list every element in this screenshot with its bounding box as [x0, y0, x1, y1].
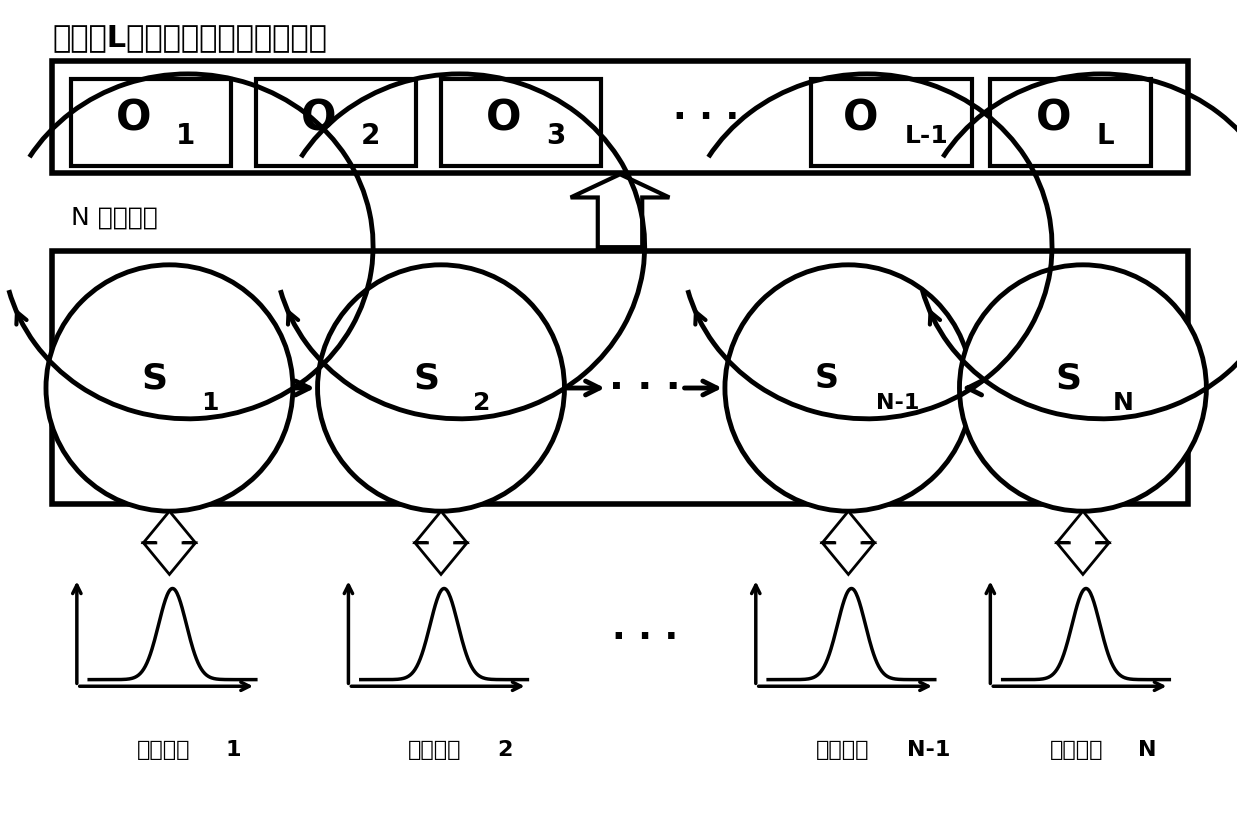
Text: 2: 2 [497, 740, 513, 760]
Polygon shape [1056, 511, 1109, 575]
Polygon shape [822, 511, 874, 575]
Ellipse shape [317, 265, 564, 511]
FancyBboxPatch shape [71, 79, 231, 166]
Text: N: N [1138, 740, 1157, 760]
Polygon shape [415, 511, 467, 575]
Text: 正态分布: 正态分布 [408, 740, 461, 760]
Polygon shape [144, 511, 196, 575]
Text: N: N [1114, 391, 1135, 415]
Text: O: O [301, 97, 336, 139]
Text: 长度为L的随负载变化的特征序列: 长度为L的随负载变化的特征序列 [52, 23, 327, 53]
Text: · · ·: · · · [673, 102, 739, 135]
Text: 正态分布: 正态分布 [136, 740, 190, 760]
Text: 3: 3 [546, 122, 565, 149]
Text: S: S [141, 361, 167, 395]
Text: 1: 1 [201, 391, 219, 415]
Ellipse shape [725, 265, 972, 511]
Text: S: S [1055, 361, 1081, 395]
Text: · · ·: · · · [609, 369, 681, 407]
Polygon shape [570, 174, 670, 247]
Text: 正态分布: 正态分布 [816, 740, 869, 760]
Ellipse shape [960, 265, 1207, 511]
Text: 2: 2 [472, 391, 491, 415]
Text: L-1: L-1 [904, 123, 949, 148]
FancyBboxPatch shape [52, 251, 1188, 504]
Ellipse shape [46, 265, 293, 511]
Text: S: S [815, 362, 838, 394]
Text: N 个隐状态: N 个隐状态 [71, 206, 157, 229]
FancyBboxPatch shape [255, 79, 417, 166]
FancyBboxPatch shape [52, 61, 1188, 173]
Text: O: O [1035, 97, 1071, 139]
Text: 2: 2 [361, 122, 381, 149]
Text: O: O [115, 97, 151, 139]
Text: N-1: N-1 [906, 740, 950, 760]
Text: O: O [843, 97, 878, 139]
Text: N-1: N-1 [877, 393, 919, 413]
Text: O: O [486, 97, 522, 139]
Text: 正态分布: 正态分布 [1050, 740, 1104, 760]
Text: · · ·: · · · [611, 620, 678, 655]
Text: 1: 1 [226, 740, 242, 760]
FancyBboxPatch shape [811, 79, 972, 166]
Text: S: S [413, 361, 439, 395]
Text: 1: 1 [176, 122, 195, 149]
FancyBboxPatch shape [991, 79, 1151, 166]
Text: L: L [1096, 122, 1114, 149]
FancyBboxPatch shape [441, 79, 601, 166]
